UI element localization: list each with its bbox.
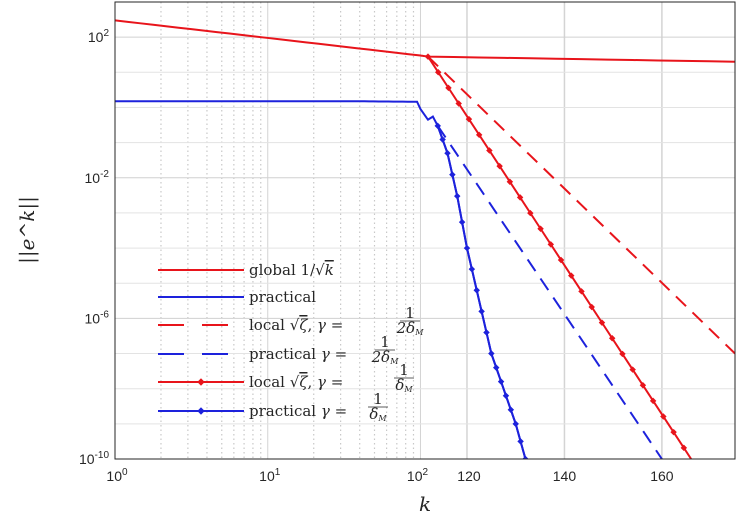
series-marker <box>496 162 503 170</box>
series-marker <box>434 122 441 130</box>
x-tick-label: 102 <box>407 467 429 484</box>
series-marker <box>478 308 485 315</box>
x-tick-label: 100 <box>106 467 128 484</box>
legend-fraction-num: 1 <box>405 304 415 322</box>
series-marker <box>444 149 451 157</box>
y-tick-label: 10-2 <box>85 169 110 186</box>
series-marker <box>629 366 636 373</box>
grid <box>114 1 735 460</box>
series-line <box>427 55 735 355</box>
series-1 <box>115 19 735 63</box>
series-6 <box>434 122 529 459</box>
legend-item-5: local √ζ, γ = 1δM <box>158 361 414 394</box>
x-tick-label: 160 <box>650 468 674 484</box>
series-line <box>115 19 735 63</box>
series-marker <box>497 378 505 385</box>
series-marker <box>506 178 514 186</box>
series-marker <box>670 428 677 436</box>
series-line <box>427 56 692 459</box>
legend-item-6: practical γ = 1δM <box>158 390 388 423</box>
series-marker <box>578 288 585 295</box>
series-marker <box>424 53 432 60</box>
plot-area <box>115 2 735 459</box>
x-tick-label: 140 <box>553 468 577 484</box>
series-marker <box>512 420 519 428</box>
series-marker <box>557 256 565 264</box>
series-marker <box>649 397 657 405</box>
y-tick-label: 10-6 <box>85 309 110 326</box>
series-marker <box>608 335 616 342</box>
series-marker <box>522 455 529 459</box>
series-marker <box>486 147 493 154</box>
series-marker <box>463 244 471 252</box>
series-marker <box>468 265 476 273</box>
series-marker <box>619 350 626 358</box>
legend-label: global 1/√k <box>249 261 334 279</box>
legend-marker <box>197 378 205 386</box>
series-marker <box>507 406 515 414</box>
legend-label: practical <box>249 288 316 306</box>
series-marker <box>516 194 524 201</box>
legend-item-1: global 1/√k <box>158 261 334 279</box>
series-marker <box>680 444 688 452</box>
series-marker <box>492 364 500 371</box>
x-axis-label: k <box>419 492 431 516</box>
series-marker <box>439 136 446 143</box>
y-axis-label: ||e^k|| <box>15 196 40 264</box>
legend-marker <box>197 407 205 415</box>
series-layer <box>115 19 735 459</box>
plot-frame <box>114 1 736 460</box>
series-3 <box>427 55 735 355</box>
x-tick-label: 120 <box>457 468 481 484</box>
series-marker <box>517 438 524 445</box>
series-marker <box>502 392 510 399</box>
legend-fraction-num: 1 <box>380 333 390 351</box>
legend-label: local √ζ, γ = <box>249 373 343 391</box>
series-marker <box>598 319 606 326</box>
legend-label: local √ζ, γ = <box>249 316 343 334</box>
series-marker <box>588 303 595 311</box>
series-marker <box>475 131 483 139</box>
series-marker <box>488 350 495 357</box>
series-line <box>436 125 663 459</box>
legend-fraction-num: 1 <box>399 361 409 379</box>
legend-fraction-num: 1 <box>373 390 383 408</box>
series-marker <box>639 382 647 389</box>
series-marker <box>458 218 466 226</box>
legend-label: practical γ = <box>249 345 347 363</box>
series-marker <box>454 192 461 200</box>
series-marker <box>449 171 456 178</box>
series-marker <box>660 413 667 420</box>
legend-label: practical γ = <box>249 402 347 420</box>
series-marker <box>465 115 473 123</box>
series-marker <box>473 287 480 294</box>
series-marker <box>435 69 442 76</box>
series-marker <box>537 225 544 232</box>
series-5 <box>424 53 692 459</box>
y-tick-label: 102 <box>88 28 110 45</box>
series-marker <box>527 209 534 217</box>
series-marker <box>483 329 490 336</box>
x-tick-label: 101 <box>259 467 281 484</box>
series-marker <box>568 272 575 279</box>
series-marker <box>445 84 452 92</box>
series-marker <box>547 241 555 248</box>
series-4 <box>436 125 663 459</box>
legend-item-2: practical <box>158 288 316 306</box>
series-marker <box>455 100 462 107</box>
y-tick-label: 10-10 <box>79 450 109 467</box>
